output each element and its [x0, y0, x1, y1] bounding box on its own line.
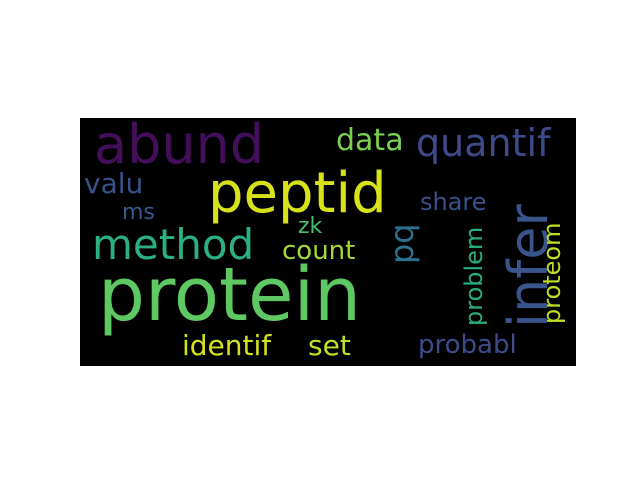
word-set: set	[308, 329, 351, 362]
word-valu: valu	[84, 167, 144, 200]
word-protein: protein	[98, 252, 362, 338]
word-data: data	[336, 123, 404, 158]
word-problem: problem	[460, 226, 488, 326]
word-identif: identif	[182, 329, 272, 362]
word-proteom: proteom	[538, 222, 566, 325]
word-method: method	[92, 220, 255, 269]
word-count: count	[282, 236, 356, 266]
word-abund: abund	[94, 118, 265, 176]
word-quantif: quantif	[416, 121, 551, 165]
word-share: share	[420, 188, 487, 216]
word-ms: ms	[122, 200, 155, 225]
word-peptid: peptid	[208, 161, 387, 226]
word-pq: pq	[383, 223, 421, 264]
word-probabl: probabl	[418, 330, 517, 360]
word-zk: zk	[298, 214, 323, 239]
word-cloud: protein peptid abund method infer quanti…	[80, 118, 576, 366]
